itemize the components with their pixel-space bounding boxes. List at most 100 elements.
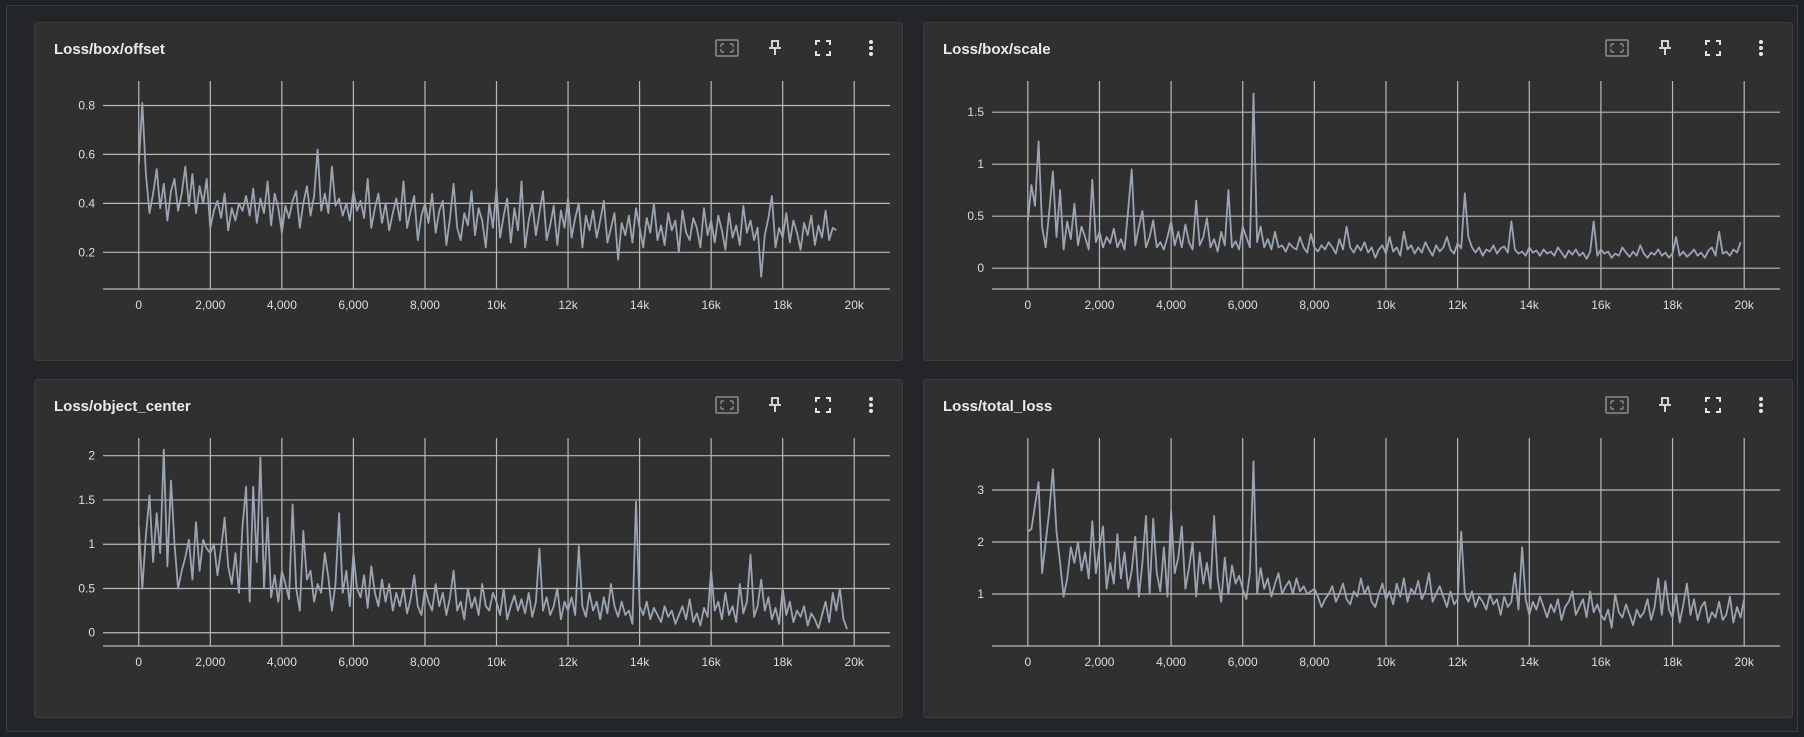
chart-card-box-offset: Loss/box/offset 0 2,000 4,000 6,000 8,000 10k… [34,22,903,361]
x-tick-label: 16k [701,655,721,669]
y-tick-label: 0.2 [78,245,95,259]
fullscreen-icon [1705,40,1721,56]
grid [992,81,1780,289]
series-line [1027,460,1746,629]
fullscreen-icon [1705,397,1721,413]
series-line [1026,92,1742,260]
x-tick-label: 2,000 [195,655,225,669]
y-tick-label: 0.5 [967,209,984,223]
fit-domain-button[interactable] [1604,392,1630,418]
x-tick-label: 0 [135,655,142,669]
fullscreen-button[interactable] [810,392,836,418]
x-tick-label: 2,000 [195,298,225,312]
series-line [137,102,837,278]
x-tick-label: 8,000 [1299,655,1329,669]
x-tick-label: 14k [630,655,650,669]
chart-card-object-center: Loss/object_center 0 2,000 4,000 6,000 8,000… [34,379,903,718]
card-toolbar [1582,392,1774,418]
more-options-button[interactable] [1748,35,1774,61]
card-toolbar [1582,35,1774,61]
x-tick-label: 8,000 [410,298,440,312]
y-tick-label: 0 [88,626,95,640]
pin-button[interactable] [1652,35,1678,61]
x-tick-label: 20k [1735,298,1755,312]
y-tick-label: 2 [88,449,95,463]
x-tick-label: 14k [1520,298,1540,312]
chart-card-total-loss: Loss/total_loss 0 2,000 4,000 6,000 8,000 10k… [923,379,1793,718]
line-chart[interactable]: 0 2,000 4,000 6,000 8,000 10k 12k 14k 16k 18k 20k 0… [924,67,1793,357]
x-tick-label: 0 [1024,298,1031,312]
x-tick-label: 6,000 [1228,655,1258,669]
fit-domain-icon [715,396,739,414]
x-tick-label: 14k [1520,655,1540,669]
fit-domain-button[interactable] [1604,35,1630,61]
x-tick-label: 4,000 [267,655,297,669]
fit-domain-button[interactable] [714,35,740,61]
x-tick-label: 4,000 [1156,655,1186,669]
more-options-button[interactable] [858,392,884,418]
x-tick-label: 12k [1448,655,1468,669]
pin-button[interactable] [762,35,788,61]
pin-icon [769,397,781,412]
y-tick-label: 1 [977,587,984,601]
fullscreen-icon [815,40,831,56]
x-tick-label: 8,000 [410,655,440,669]
fullscreen-icon [815,397,831,413]
fit-domain-button[interactable] [714,392,740,418]
x-tick-label: 4,000 [267,298,297,312]
x-tick-label: 16k [1591,298,1611,312]
pin-icon [769,40,781,55]
chart-title: Loss/object_center [54,398,191,415]
x-tick-label: 10k [1376,655,1396,669]
x-tick-label: 2,000 [1084,655,1114,669]
x-tick-label: 6,000 [338,655,368,669]
pin-icon [1659,397,1671,412]
more-options-button[interactable] [1748,392,1774,418]
y-tick-label: 3 [977,483,984,497]
x-tick-label: 20k [845,655,865,669]
x-tick-label: 0 [1024,655,1031,669]
x-tick-label: 12k [558,655,578,669]
grid [992,438,1780,646]
series-line [137,448,848,630]
more-vert-icon [1759,397,1763,413]
more-vert-icon [1759,40,1763,56]
x-tick-label: 12k [1448,298,1468,312]
x-tick-label: 10k [487,655,507,669]
fit-domain-icon [1605,39,1629,57]
fullscreen-button[interactable] [1700,35,1726,61]
y-tick-label: 0 [977,261,984,275]
x-tick-label: 20k [1735,655,1755,669]
y-tick-label: 0.8 [78,98,95,112]
x-tick-label: 10k [487,298,507,312]
pin-button[interactable] [762,392,788,418]
chart-title: Loss/box/scale [943,41,1051,58]
line-chart[interactable]: 0 2,000 4,000 6,000 8,000 10k 12k 14k 16k 18k 20k 0… [35,67,903,357]
y-tick-label: 0.5 [78,581,95,595]
more-options-button[interactable] [858,35,884,61]
dashboard-frame: Loss/box/offset 0 2,000 4,000 6,000 8,000 10k… [6,5,1798,732]
x-tick-label: 8,000 [1299,298,1329,312]
x-tick-label: 18k [773,655,793,669]
y-tick-label: 2 [977,535,984,549]
y-tick-label: 1 [88,537,95,551]
x-tick-label: 16k [1591,655,1611,669]
y-tick-label: 1 [977,157,984,171]
y-tick-label: 1.5 [967,105,984,119]
fit-domain-icon [1605,396,1629,414]
fullscreen-button[interactable] [810,35,836,61]
y-tick-label: 1.5 [78,493,95,507]
x-tick-label: 10k [1376,298,1396,312]
more-vert-icon [869,40,873,56]
pin-button[interactable] [1652,392,1678,418]
fullscreen-button[interactable] [1700,392,1726,418]
line-chart[interactable]: 0 2,000 4,000 6,000 8,000 10k 12k 14k 16k 18k 20k 1… [924,424,1793,714]
x-tick-label: 14k [630,298,650,312]
grid [103,81,890,289]
x-tick-label: 4,000 [1156,298,1186,312]
chart-title: Loss/total_loss [943,398,1053,415]
pin-icon [1659,40,1671,55]
line-chart[interactable]: 0 2,000 4,000 6,000 8,000 10k 12k 14k 16k 18k 20k 0… [35,424,903,714]
card-toolbar [692,35,884,61]
x-tick-label: 12k [558,298,578,312]
